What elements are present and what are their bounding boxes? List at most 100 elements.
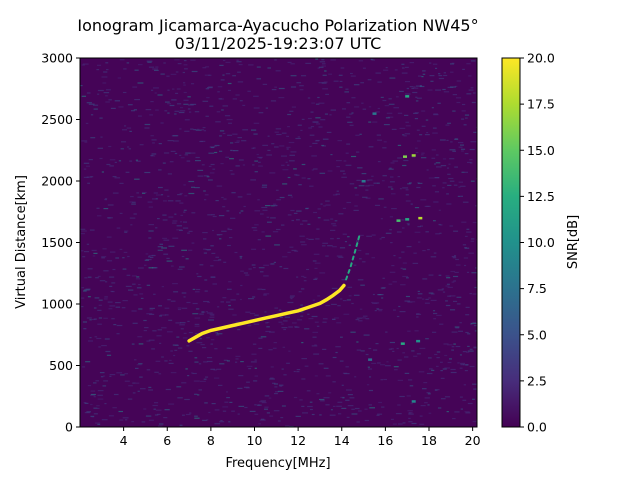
noise-speckle [336,190,339,192]
noise-speckle [286,148,289,150]
noise-speckle [321,82,327,84]
noise-speckle [408,417,411,419]
noise-speckle [405,66,409,68]
noise-speckle [349,397,355,399]
noise-speckle [408,413,414,415]
noise-speckle [364,408,368,410]
noise-speckle [145,109,152,111]
noise-speckle [436,314,442,316]
noise-speckle [409,62,414,64]
noise-speckle [402,422,406,424]
noise-speckle [101,256,107,258]
noise-speckle [357,167,363,169]
noise-speckle [449,158,455,160]
noise-speckle [341,279,346,281]
noise-speckle [166,257,170,259]
noise-speckle [395,413,402,415]
noise-speckle [144,171,151,174]
noise-speckle [291,249,297,251]
noise-speckle [268,397,272,399]
noise-speckle [181,382,187,384]
noise-speckle [181,255,185,258]
noise-speckle [435,162,441,164]
noise-speckle [323,367,329,369]
noise-speckle [392,423,397,425]
noise-speckle [218,98,222,100]
noise-speckle [87,385,92,387]
noise-speckle [386,112,393,114]
noise-speckle [155,66,159,68]
noise-speckle [308,238,314,240]
noise-speckle [177,308,182,311]
noise-speckle [226,360,230,362]
noise-speckle [263,293,270,295]
scatter-echo [416,339,421,343]
noise-speckle [455,327,460,329]
noise-speckle [452,110,456,112]
noise-speckle [211,252,216,254]
noise-speckle [405,93,411,95]
noise-speckle [282,183,288,185]
noise-speckle [121,307,126,309]
noise-speckle [242,129,249,131]
noise-speckle [221,109,224,111]
noise-speckle [356,151,360,153]
noise-speckle [383,141,387,143]
noise-speckle [425,338,429,340]
noise-speckle [108,415,114,417]
noise-speckle [285,161,288,163]
noise-speckle [291,106,296,108]
noise-speckle [103,317,108,319]
noise-speckle [344,241,347,243]
noise-speckle [82,63,89,65]
noise-speckle [389,271,396,273]
noise-speckle [389,341,395,344]
noise-speckle [137,336,143,338]
noise-speckle [192,372,197,375]
noise-speckle [256,78,261,80]
noise-speckle [219,130,225,132]
noise-speckle [412,156,416,158]
noise-speckle [269,378,275,380]
noise-speckle [414,330,419,332]
noise-speckle [383,124,390,126]
noise-speckle [106,163,111,166]
noise-speckle [226,301,231,303]
noise-speckle [177,307,182,309]
noise-speckle [401,72,408,74]
noise-speckle [442,291,446,293]
noise-speckle [160,122,164,124]
noise-speckle [97,147,103,149]
noise-speckle [178,111,185,114]
noise-speckle [214,423,221,425]
noise-speckle [158,305,162,307]
noise-speckle [269,263,274,265]
noise-speckle [351,97,356,99]
noise-speckle [412,91,418,94]
noise-speckle [301,358,307,360]
noise-speckle [252,296,256,298]
noise-speckle [353,294,360,296]
noise-speckle [149,313,155,315]
noise-speckle [249,312,256,315]
noise-speckle [446,277,451,279]
noise-speckle [138,363,143,365]
noise-speckle [254,314,259,316]
noise-speckle [325,255,329,257]
noise-speckle [204,290,208,292]
noise-speckle [367,366,370,368]
noise-speckle [421,152,425,154]
noise-speckle [232,314,237,316]
noise-speckle [469,365,475,368]
noise-speckle [281,155,287,157]
noise-speckle [215,334,220,336]
noise-speckle [329,414,336,416]
noise-speckle [290,63,295,65]
noise-speckle [237,387,243,389]
noise-speckle [399,188,402,190]
noise-speckle [322,242,328,244]
noise-speckle [143,408,147,410]
noise-speckle [191,83,195,85]
noise-speckle [377,139,382,141]
noise-speckle [416,140,421,142]
